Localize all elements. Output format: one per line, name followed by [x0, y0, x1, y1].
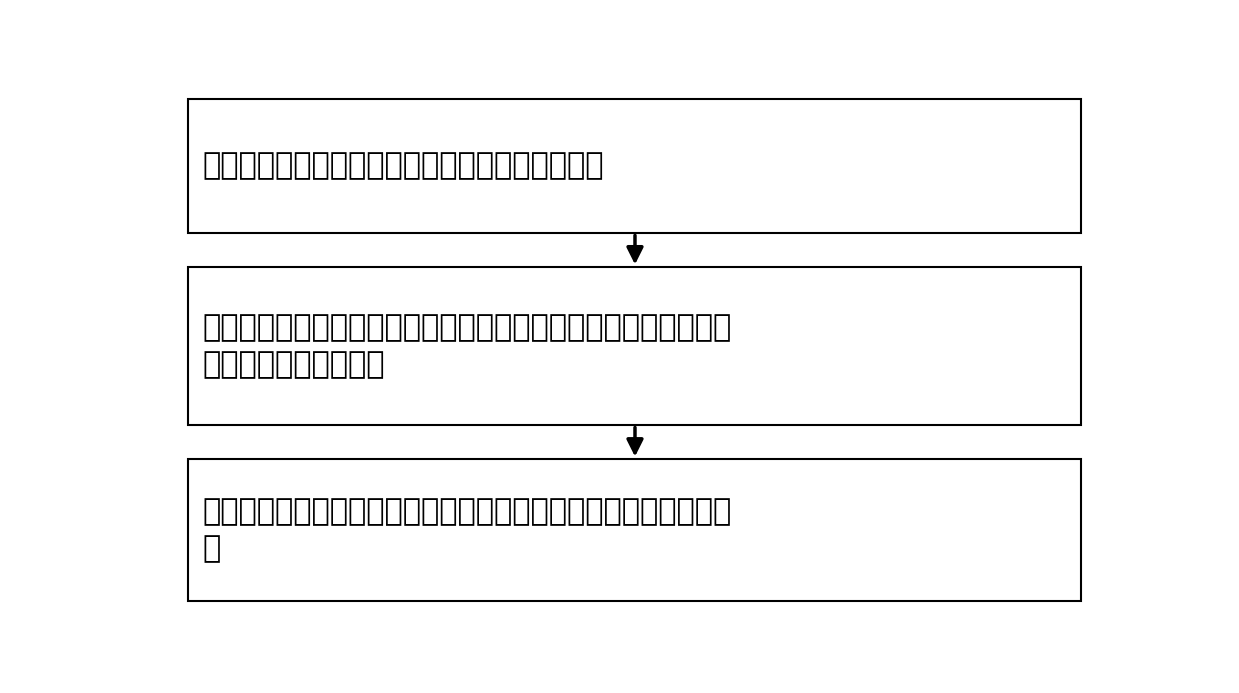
Bar	[188, 99, 1082, 233]
Text: 层接触的量子点材料层: 层接触的量子点材料层	[203, 350, 385, 379]
Bar	[188, 267, 1082, 425]
Bar	[188, 459, 1082, 601]
Text: 在所述量子点材料层上制作一层图形化的透明导电膜，完成器件制: 在所述量子点材料层上制作一层图形化的透明导电膜，完成器件制	[203, 497, 732, 526]
Text: 在所述二维材料层的表面涂覆量子点材料层溶液，形成与二维材料: 在所述二维材料层的表面涂覆量子点材料层溶液，形成与二维材料	[203, 313, 732, 342]
Text: 备: 备	[203, 534, 221, 563]
Text: 将二维材料转移到所述介质层上，形成二维材料层: 将二维材料转移到所述介质层上，形成二维材料层	[203, 151, 605, 180]
